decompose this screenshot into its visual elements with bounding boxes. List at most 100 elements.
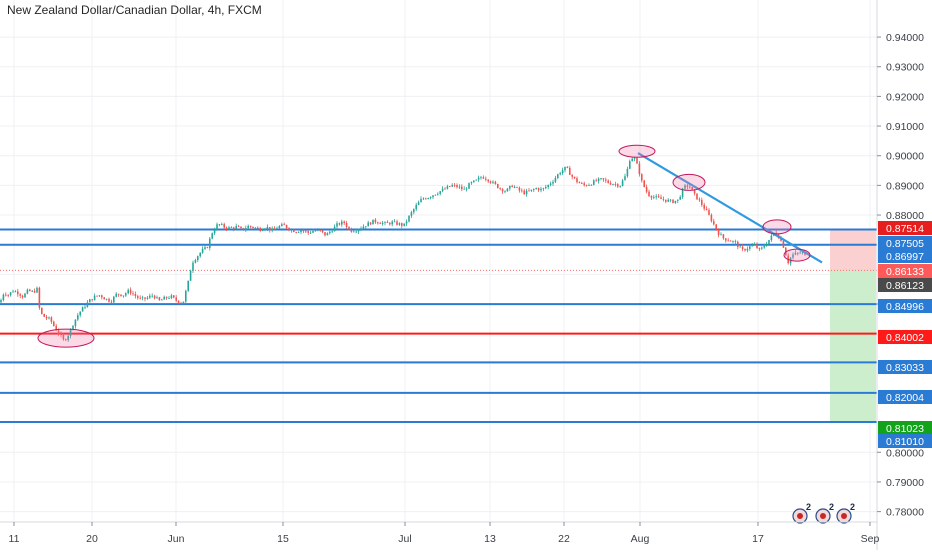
candle	[38, 286, 41, 310]
candle	[180, 301, 182, 305]
candle-body	[729, 240, 732, 242]
candle-body	[509, 185, 511, 189]
candle-body	[753, 244, 756, 246]
candle-body	[725, 238, 727, 241]
candle-body	[374, 219, 377, 223]
candle-body	[389, 222, 391, 225]
candle	[662, 196, 665, 202]
candle	[362, 224, 365, 229]
candle	[281, 222, 283, 227]
candle-body	[405, 221, 408, 224]
candle	[434, 194, 437, 196]
candle	[247, 224, 249, 229]
candle-body	[621, 180, 624, 186]
candle	[679, 195, 681, 201]
candle	[300, 229, 302, 235]
candle-body	[648, 191, 650, 197]
event-icon-dot	[820, 513, 826, 519]
candle-body	[429, 197, 432, 199]
candle	[379, 221, 381, 225]
candle-body	[691, 187, 693, 190]
candle	[293, 228, 295, 233]
candle-body	[456, 184, 458, 188]
candle-body	[588, 184, 590, 186]
candle-body	[122, 295, 125, 297]
candle	[672, 199, 674, 204]
candle-body	[720, 234, 722, 236]
candle-body	[799, 252, 801, 254]
candle	[348, 226, 350, 231]
candle	[355, 228, 357, 234]
candle-body	[780, 238, 782, 241]
candle-body	[62, 334, 65, 340]
candle-body	[55, 325, 57, 331]
candle	[439, 190, 441, 196]
candle-body	[602, 178, 605, 180]
candle	[266, 224, 269, 232]
candle-body	[189, 270, 192, 281]
candle-body	[537, 188, 540, 191]
price-badge-bg	[878, 221, 932, 235]
candle-body	[180, 302, 182, 304]
price-badge-bg	[878, 360, 932, 374]
candle-body	[103, 297, 105, 300]
time-tick-label: 17	[752, 533, 764, 545]
price-tick-label: 0.92000	[886, 91, 924, 103]
candle	[91, 299, 93, 302]
candle-body	[554, 178, 557, 182]
candlesticks	[0, 156, 806, 342]
candle	[746, 246, 749, 253]
candle-body	[69, 329, 72, 336]
candle-body	[614, 184, 617, 185]
candle	[674, 200, 677, 204]
calendar-event-icon[interactable]: 2	[836, 502, 855, 524]
candle	[429, 196, 432, 200]
candle-body	[283, 224, 285, 226]
candle-body	[9, 292, 12, 296]
candle-body	[427, 198, 429, 200]
candle	[139, 295, 141, 300]
candle-body	[557, 174, 559, 179]
candle	[269, 227, 271, 233]
price-badge: 0.82004	[878, 390, 932, 404]
candle	[602, 178, 605, 182]
price-axis[interactable]: 0.94000 0.93000 0.92000 0.91000 0.90000 0.890…	[876, 0, 932, 550]
time-tick-label: Jul	[398, 533, 411, 545]
calendar-event-icon[interactable]: 2	[815, 502, 834, 524]
candle-body	[146, 297, 149, 299]
time-tick-label: Jun	[168, 533, 185, 545]
candle-body	[470, 182, 473, 184]
candle-body	[101, 295, 103, 298]
candle	[62, 333, 65, 341]
candle-body	[413, 209, 415, 213]
candle	[141, 295, 144, 301]
candle-body	[761, 247, 763, 249]
time-axis[interactable]: 11 20 Jun 15 Jul 13 22 Aug 17 Sep	[0, 521, 879, 545]
candle-body	[261, 230, 264, 231]
candle	[420, 196, 422, 203]
candle	[19, 293, 21, 299]
price-badge-bg	[878, 330, 932, 344]
candle-body	[309, 232, 312, 234]
candle-body	[110, 301, 113, 303]
price-badge: 0.81023	[878, 421, 932, 435]
candle-body	[141, 297, 144, 299]
candle-body	[485, 178, 487, 180]
candle-body	[585, 185, 588, 186]
candle-body	[749, 246, 751, 249]
calendar-event-icon[interactable]: 2	[792, 502, 811, 524]
candle-body	[533, 189, 535, 190]
candle	[665, 199, 667, 204]
candle-body	[278, 226, 281, 229]
candle	[501, 188, 504, 194]
candle-body	[552, 181, 554, 184]
candle-body	[794, 252, 797, 255]
candle	[713, 218, 715, 226]
candle	[276, 226, 278, 229]
candle	[667, 198, 669, 203]
candle	[146, 295, 149, 300]
candle-body	[249, 225, 252, 227]
candle	[77, 312, 79, 322]
candle-body	[235, 226, 237, 229]
